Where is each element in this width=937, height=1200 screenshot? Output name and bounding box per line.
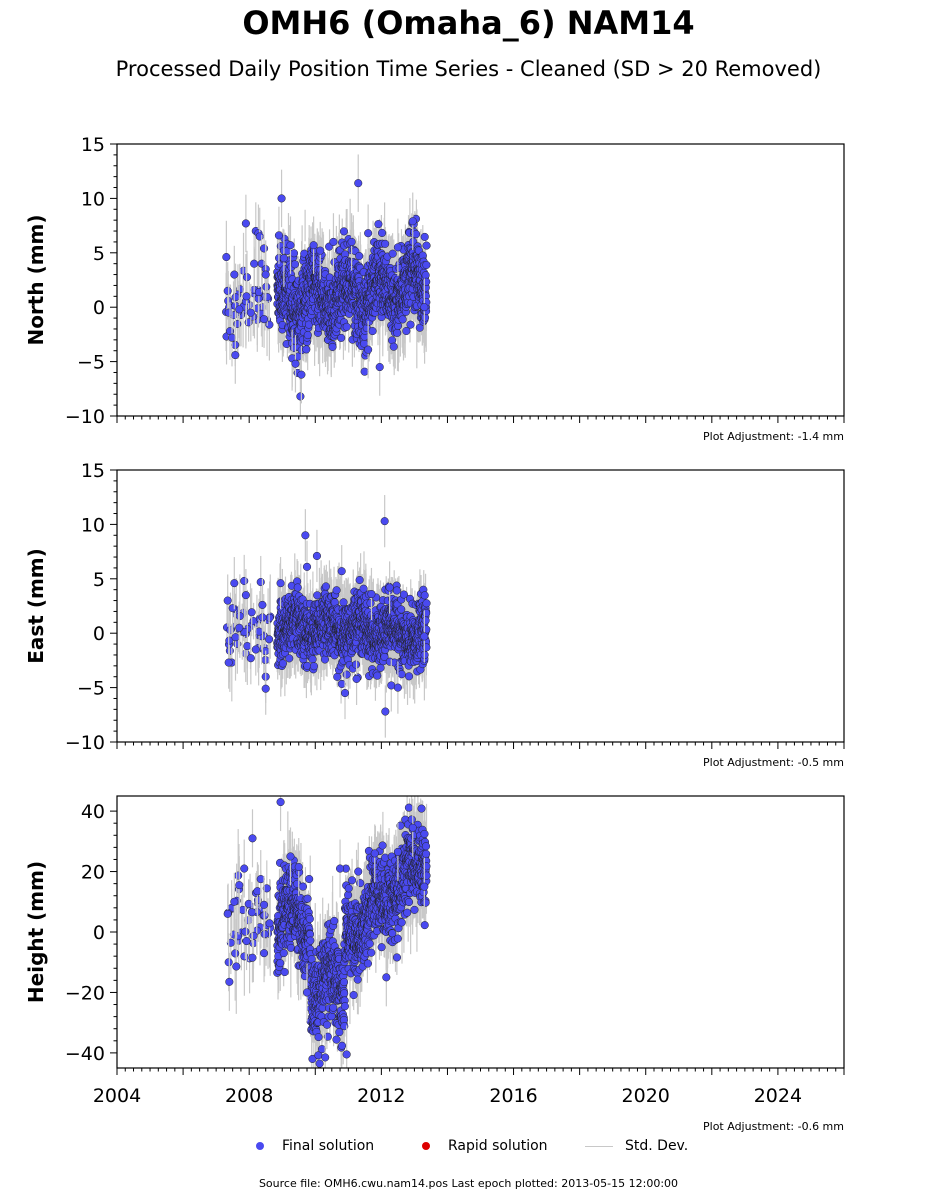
data-point [286,241,295,250]
data-point [303,331,312,340]
data-point [277,194,286,203]
data-point [389,342,398,351]
data-point [339,227,349,236]
data-point [223,286,232,295]
data-point [381,239,390,248]
data-point [224,308,233,317]
data-point [230,270,239,279]
data-point [377,228,387,237]
data-point [368,327,377,336]
data-point [393,328,402,337]
data-point [235,305,244,314]
data-point [222,252,231,262]
data-point [254,288,263,297]
data-point [313,591,322,600]
data-point [320,655,330,664]
data-point [374,220,383,229]
data-point [246,308,255,317]
data-point [296,392,305,401]
data-point [260,315,269,324]
y-tick-label: 10 [81,188,105,210]
data-point [316,246,325,255]
data-point [321,582,330,591]
data-point [412,230,421,239]
data-point [398,315,407,324]
data-point [242,292,251,301]
data-point [420,303,429,312]
y-tick-label: 5 [93,243,105,265]
data-point [393,243,402,252]
data-point [355,251,364,261]
y-tick-label: 15 [81,134,105,156]
data-point [274,231,283,240]
data-point [260,244,269,253]
data-point [329,237,338,246]
data-point [422,277,431,286]
y-axis-label: North (mm) [24,214,48,345]
data-point [309,662,319,671]
daily-positions-2 [222,551,431,705]
data-point [402,326,411,336]
data-point [227,333,237,342]
data-point [250,259,259,268]
chart-title: OMH6 (Omaha_6) NAM14 [242,4,695,42]
data-point [231,351,240,360]
data-point [231,293,240,302]
outlier-points-1 [223,154,429,416]
data-point [360,367,369,376]
data-point [422,260,431,270]
data-point [293,583,302,592]
y-tick-label: −5 [77,352,105,374]
y-tick-label: 0 [93,297,105,319]
data-point [308,655,317,664]
data-point [289,249,299,258]
data-point [364,229,373,238]
data-point [279,254,288,263]
data-point [406,320,415,329]
data-point [278,659,287,668]
data-point [408,217,417,226]
data-point [328,342,337,351]
y-tick-label: −10 [65,406,105,428]
data-point [241,219,250,228]
data-point [422,241,431,250]
data-point [420,232,429,241]
data-point [337,333,346,342]
plot-adjustment-note: Plot Adjustment: -1.4 mm [703,430,844,443]
data-point [302,345,311,354]
data-point [342,322,351,331]
data-point [309,241,318,250]
data-point [290,260,300,269]
data-point [261,270,270,279]
data-point [347,237,356,246]
data-point [415,323,424,332]
data-point [285,654,294,663]
data-point [388,249,397,258]
daily-positions-1 [222,198,431,391]
data-point [255,232,264,241]
data-point [375,362,384,372]
data-point [291,359,300,368]
data-point [297,370,306,379]
data-point [364,345,373,354]
panel-1: −10 −5 0 5 10 15 North (mm) Plot Adjustment: -1… [24,134,845,443]
chart-subtitle: Processed Daily Position Time Series - C… [115,57,822,81]
data-point [354,179,363,188]
